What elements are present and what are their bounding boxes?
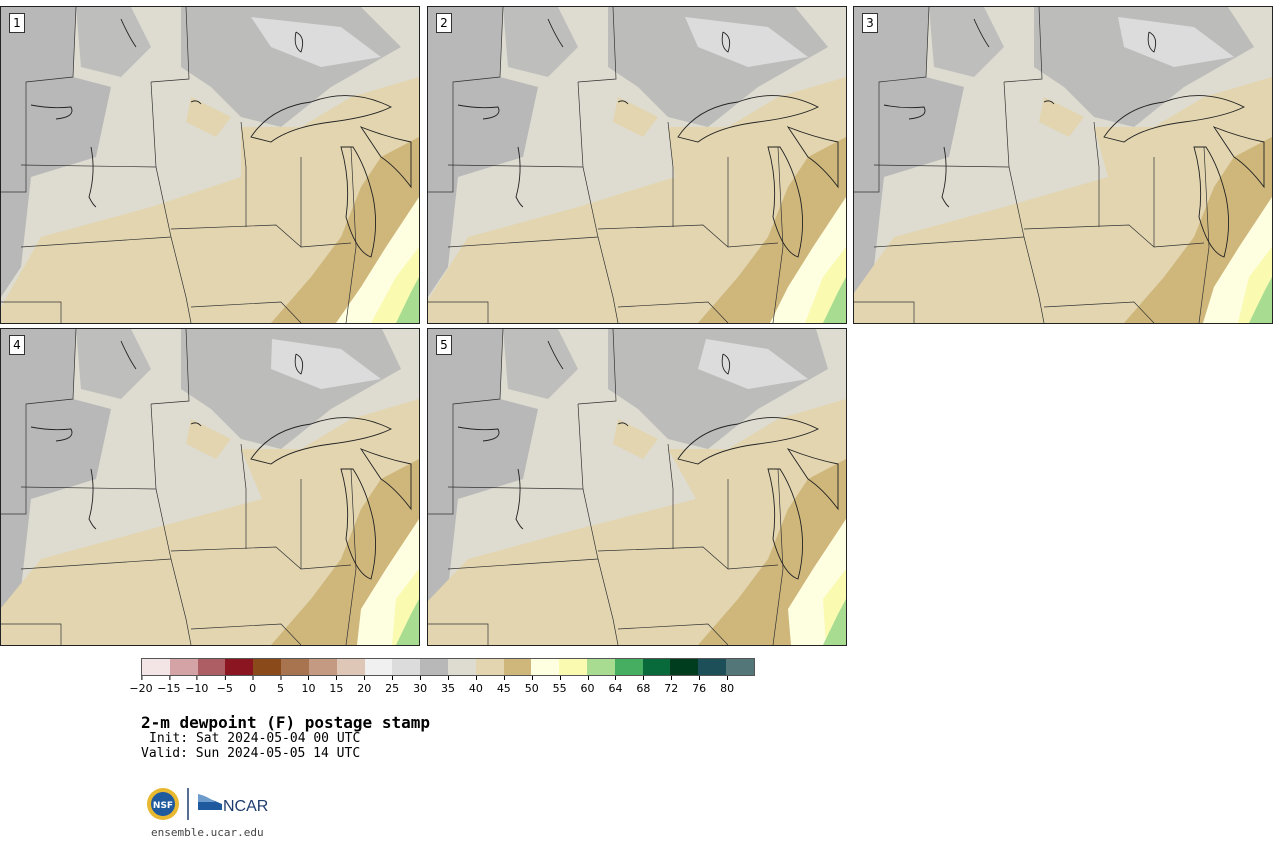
colorbar-tick-label: 20 [357, 676, 371, 695]
colorbar-tick-label: −5 [217, 676, 233, 695]
colorbar-tick-label: 68 [636, 676, 650, 695]
dewpoint-map [1, 329, 419, 645]
colorbar-tick-label: 40 [469, 676, 483, 695]
colorbar-segment [614, 659, 643, 675]
colorbar-tick-label: 72 [664, 676, 678, 695]
colorbar-segment [698, 659, 727, 675]
colorbar-segment [447, 659, 476, 675]
ensemble-member-panel-5: 5 [427, 328, 847, 646]
init-time: Init: Sat 2024-05-04 00 UTC [149, 731, 361, 746]
colorbar-tick-label: 50 [525, 676, 539, 695]
colorbar-tick-label: 64 [608, 676, 622, 695]
colorbar-segment [420, 659, 448, 675]
ensemble-member-panel-2: 2 [427, 6, 847, 324]
ncar-logo-text: NCAR [223, 798, 268, 815]
valid-time: Valid: Sun 2024-05-05 14 UTC [141, 746, 361, 761]
colorbar-segment [642, 659, 671, 675]
colorbar-segment [253, 659, 282, 675]
panel-number-label: 4 [9, 335, 25, 355]
colorbar-segment [475, 659, 504, 675]
colorbar-tick-label: −10 [185, 676, 208, 695]
colorbar-segment [308, 659, 337, 675]
colorbar-segment [142, 659, 170, 675]
colorbar-ticks: −20 −15 −10 −5 0 5 10 15 20 25 30 35 40 45 50 55 60 64 68 7… [129, 676, 755, 696]
colorbar-segment [531, 659, 560, 675]
plot-title: 2-m dewpoint (F) postage stamp [141, 713, 430, 732]
colorbar-tick-label: 5 [277, 676, 284, 695]
colorbar-tick-label: 45 [497, 676, 511, 695]
logo-graphic: NSF NCAR [147, 788, 268, 820]
colorbar-segment [364, 659, 393, 675]
colorbar-tick-label: 55 [553, 676, 567, 695]
colorbar-tick-label: 10 [301, 676, 315, 695]
colorbar-segment [197, 659, 226, 675]
colorbar-segment [169, 659, 198, 675]
dewpoint-map [428, 7, 846, 323]
dewpoint-map [1, 7, 419, 323]
colorbar-segment [225, 659, 254, 675]
nsf-logo-text: NSF [153, 801, 173, 811]
colorbar-tick-label: 0 [249, 676, 256, 695]
colorbar-tick-label: 76 [692, 676, 706, 695]
colorbar-segment [281, 659, 309, 675]
colorbar-segment [392, 659, 421, 675]
colorbar-segment [559, 659, 587, 675]
colorbar-tick-label: 80 [720, 676, 734, 695]
colorbar-segment [670, 659, 699, 675]
colorbar-tick-label: 60 [581, 676, 595, 695]
panel-number-label: 5 [436, 335, 452, 355]
panel-number-label: 3 [862, 13, 878, 33]
colorbar-tick-label: −15 [157, 676, 181, 695]
colorbar-segment [336, 659, 365, 675]
panel-number-label: 1 [9, 13, 25, 33]
colorbar-tick-label: −20 [129, 676, 153, 695]
colorbar-tick-label: 30 [413, 676, 427, 695]
ensemble-member-panel-4: 4 [0, 328, 420, 646]
colorbar-segment [726, 659, 754, 675]
nsf-ncar-logo: NSF NCAR [145, 786, 275, 822]
panel-number-label: 2 [436, 13, 452, 33]
dewpoint-map [428, 329, 846, 645]
dewpoint-map [854, 7, 1272, 323]
colorbar-segment [587, 659, 615, 675]
colorbar-tick-label: 25 [385, 676, 399, 695]
colorbar [141, 658, 755, 676]
ensemble-member-panel-1: 1 [0, 6, 420, 324]
colorbar-tick-label: 35 [441, 676, 455, 695]
colorbar-segment [503, 659, 532, 675]
colorbar-tick-label: 15 [329, 676, 343, 695]
ensemble-member-panel-3: 3 [853, 6, 1273, 324]
site-url[interactable]: ensemble.ucar.edu [151, 826, 264, 839]
